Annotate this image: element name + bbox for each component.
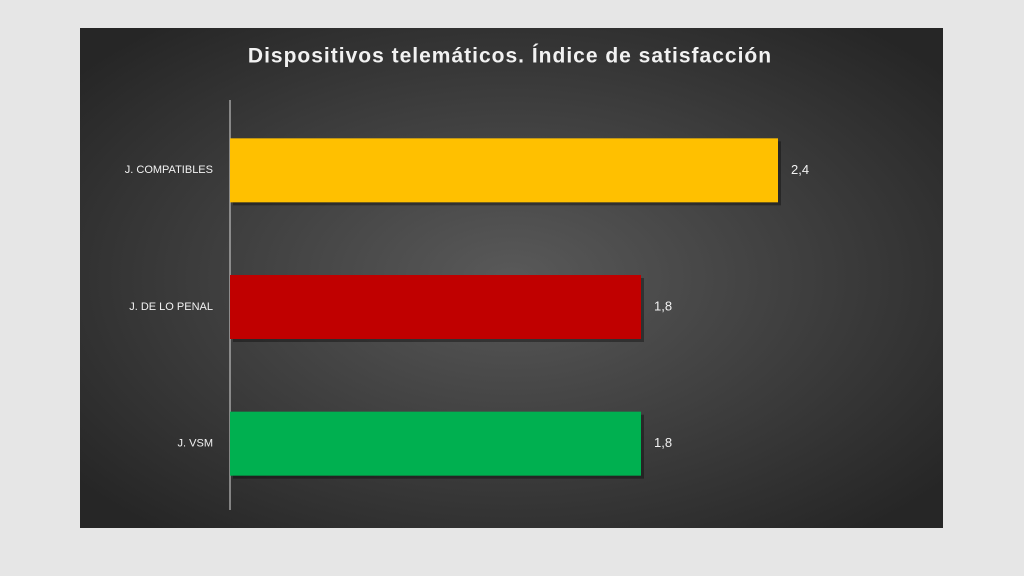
value-label: 1,8 bbox=[654, 298, 672, 313]
category-label: J. COMPATIBLES bbox=[125, 164, 213, 176]
bar bbox=[230, 411, 641, 476]
bar bbox=[230, 138, 778, 203]
chart-title: Dispositivos telemáticos. Índice de sati… bbox=[248, 45, 772, 68]
value-label: 1,8 bbox=[654, 435, 672, 450]
category-label: J. DE LO PENAL bbox=[129, 301, 213, 313]
category-label: J. VSM bbox=[178, 438, 213, 450]
bar bbox=[230, 275, 641, 339]
value-label: 2,4 bbox=[791, 162, 809, 177]
